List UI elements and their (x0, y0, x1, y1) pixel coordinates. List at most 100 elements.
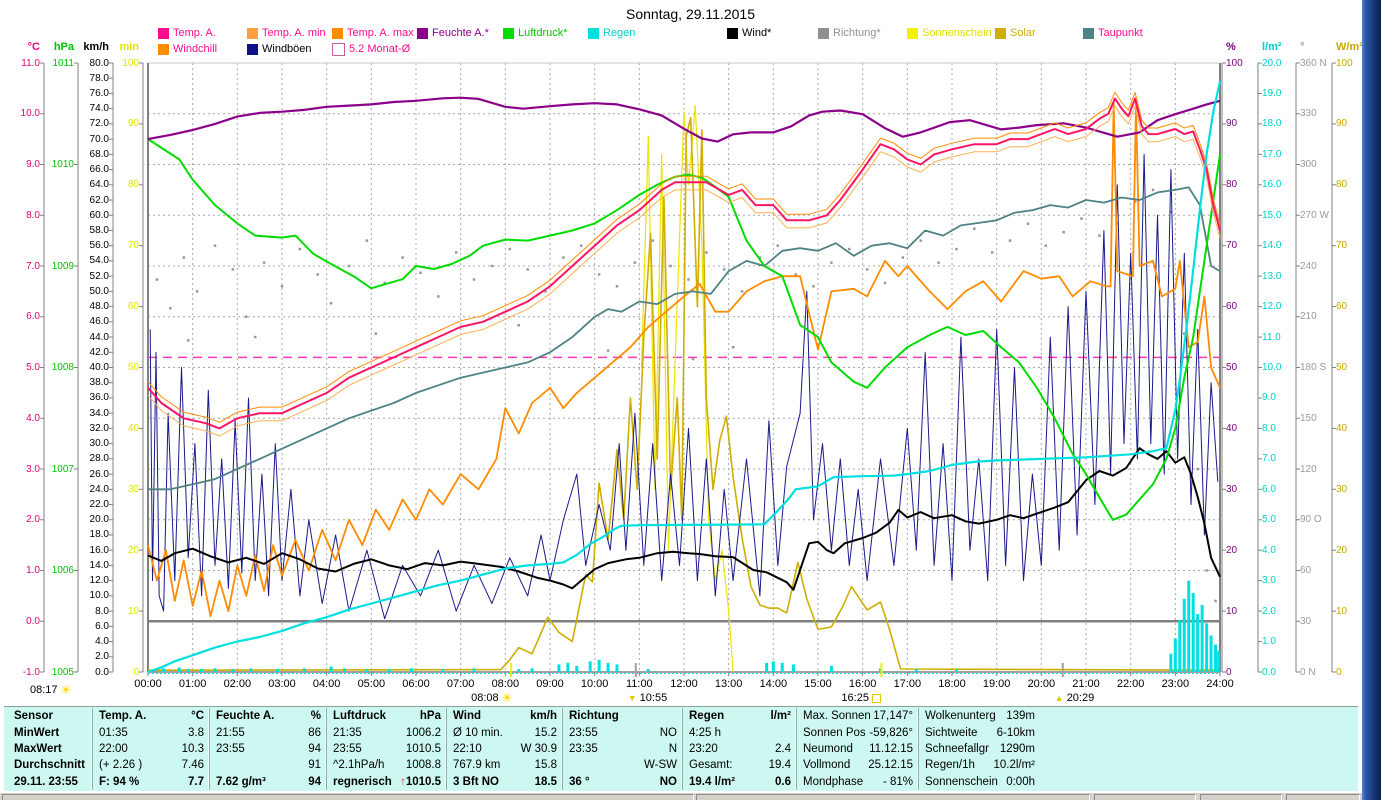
cell-info: F: 94 % (99, 775, 140, 788)
axis-tick-label-min: 70 (127, 240, 139, 252)
cell-info: 22:10 (453, 742, 482, 755)
axis-tick-label-temp: 9.0 (26, 159, 40, 170)
series-wind (147, 447, 1221, 591)
col-name: Temp. A. (99, 710, 147, 723)
axis-tick-label-wm2: 70 (1336, 240, 1348, 252)
legend-swatch-icon (1083, 27, 1094, 39)
sensor-stats-table: Sensor MinWert MaxWert Durchschnitt 29.11. 2… (4, 706, 1358, 792)
axis-tick-label-kmh: 38.0 (89, 377, 109, 389)
series-luftdruck (147, 138, 1221, 521)
axis-tick-label-wm2: 100 (1336, 57, 1353, 69)
axis-tick-label-kmh: 76.0 (89, 87, 109, 99)
info-row: Neumond 11.12.15 (797, 741, 919, 757)
table-cell-row: 36 ° NO (563, 774, 683, 790)
axis-tick-label-kmh: 56.0 (89, 240, 109, 252)
sun-icon: ☀ (60, 683, 72, 697)
axis-tick-label-pct: 20 (1226, 544, 1238, 556)
axis-tick-label-deg: 0 N (1300, 666, 1316, 678)
axis-tick-label-temp: 10.0 (20, 108, 40, 120)
cell-info: 23:55 (216, 742, 245, 755)
legend-label: Wind* (742, 27, 772, 39)
info-row: Wolkenunterg 139m (919, 708, 1041, 724)
axis-tick-label-min: 60 (127, 301, 139, 313)
cell-info: Ø 10 min. (453, 726, 503, 739)
col-unit: °C (191, 710, 204, 723)
col-unit: km/h (530, 710, 557, 723)
axis-tick-label-wm2: 60 (1336, 301, 1348, 313)
table-col-header: Wind km/h (447, 708, 563, 724)
x-axis-label: 20:00 (1027, 678, 1056, 690)
cell-value: 3.8 (188, 726, 204, 739)
axis-tick-label-min: 30 (127, 483, 139, 495)
axis-tick-label-pct: 0 (1226, 666, 1232, 678)
axis-tick-label-lm2: 5.0 (1262, 514, 1276, 526)
table-row-label: MinWert (14, 726, 60, 739)
axis-tick-label-kmh: 18.0 (89, 529, 109, 541)
axis-tick-label-min: 100 (122, 57, 139, 69)
axis-tick-label-min: 50 (127, 362, 139, 373)
axis-tick-label-temp: 11.0 (21, 57, 40, 69)
table-cell-row: 23:20 2.4 (683, 741, 797, 757)
info-label: Neumond (803, 742, 853, 755)
x-axis-label: 05:00 (357, 678, 386, 690)
legend-item-5-2-monat-: 5.2 Monat-Ø (332, 42, 410, 56)
info-label: Sonnenschein (925, 775, 998, 788)
axis-tick-label-temp: 8.0 (26, 209, 40, 221)
x-axis-label: 08:00 (491, 678, 520, 690)
axis-tick-label-kmh: 66.0 (89, 164, 109, 176)
table-cell-row: 767.9 km 15.8 (447, 757, 563, 773)
axis-tick-label-kmh: 32.0 (89, 422, 109, 434)
x-axis-label: 17:00 (893, 678, 922, 690)
legend-item-regen: Regen (588, 27, 635, 39)
event-marker-20-29: ▲ 20:29 (1055, 692, 1094, 704)
cell-info: 7.62 g/m³ (216, 775, 266, 788)
col-unit: % (310, 710, 321, 723)
axis-tick-label-wm2: 10 (1336, 605, 1348, 617)
axis-tick-label-kmh: 64.0 (89, 179, 109, 191)
x-axis-label: 03:00 (268, 678, 296, 690)
table-row-label: Durchschnitt (14, 759, 85, 772)
table-cell-row: 21:55 86 (210, 724, 327, 740)
legend-label: Feuchte A.* (432, 27, 489, 39)
x-axis-label: 07:00 (446, 678, 475, 690)
legend-item-temp-a-max: Temp. A. max (332, 27, 414, 39)
col-name: Feuchte A. (216, 710, 275, 723)
axis-tick-label-kmh: 12.0 (89, 575, 109, 587)
cell-value: 0.6 (775, 775, 791, 788)
legend-label: Regen (603, 27, 636, 39)
axis-tick-label-lm2: 0.0 (1262, 666, 1276, 678)
axis-tick-label-deg: 330 (1300, 108, 1317, 120)
axis-tick-label-deg: 150 (1300, 412, 1317, 424)
table-cell-row: Ø 10 min. 15.2 (447, 724, 563, 740)
sunrise-time-label: 08:17 (30, 684, 58, 696)
axis-tick-label-lm2: 13.0 (1262, 270, 1282, 282)
axis-tick-label-deg: 300 (1300, 159, 1317, 170)
cell-value: N (668, 742, 677, 755)
axis-tick-label-kmh: 44.0 (89, 331, 109, 343)
x-axis-label: 12:00 (670, 678, 698, 690)
table-cell-row: F: 94 % 7.7 (93, 774, 210, 790)
legend-label: Taupunkt (1098, 27, 1143, 39)
table-cell-row: 22:10 W 30.9 (447, 741, 563, 757)
axis-tick-label-lm2: 2.0 (1262, 605, 1276, 617)
table-col-richtung: Richtung 23:55 NO 23:35 N W-SW 36 ° NO (562, 708, 683, 790)
cell-value: 1008.8 (405, 759, 441, 772)
info-value: 11.12.15 (869, 742, 913, 755)
legend-item-solar: Solar (995, 27, 1036, 39)
cell-info: (+ 2.26 ) (99, 759, 143, 772)
axis-tick-label-pct: 90 (1226, 118, 1238, 130)
axis-tick-label-lm2: 12.0 (1262, 301, 1282, 313)
status-bar-segment (1094, 794, 1196, 800)
axis-tick-label-temp: -1.0 (22, 666, 40, 678)
axis-header-wm2: W/m² (1336, 41, 1363, 53)
axis-tick-label-kmh: 24.0 (89, 483, 109, 495)
cell-info: 23:35 (569, 742, 598, 755)
status-bar (0, 792, 1362, 800)
axis-tick-label-kmh: 48.0 (89, 301, 109, 313)
axis-header-deg: ° (1300, 41, 1305, 53)
axis-tick-label-wm2: 50 (1336, 362, 1348, 373)
table-col-astro: Max. Sonnen 17,147° Sonnen Pos -59,826° Neum… (796, 708, 919, 790)
x-axis-label: 02:00 (223, 678, 252, 690)
axis-tick-label-lm2: 17.0 (1262, 148, 1282, 160)
